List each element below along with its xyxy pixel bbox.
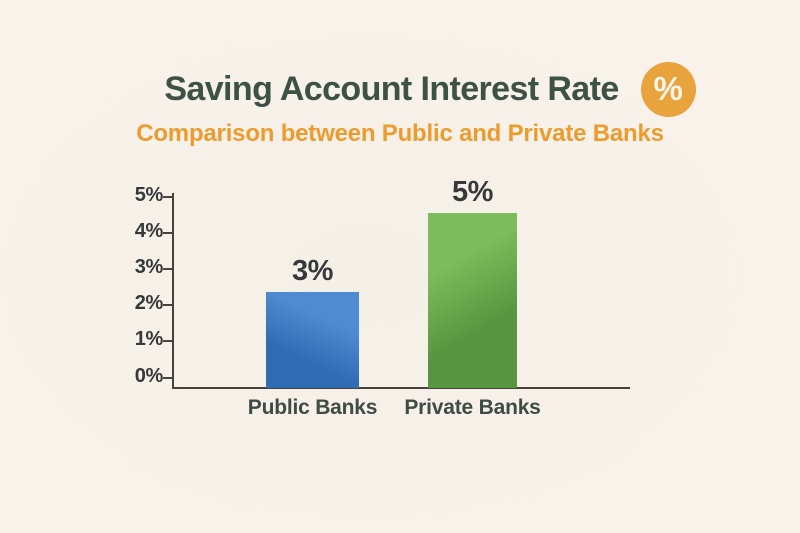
bar-value-label-private-banks: 5% [452, 175, 493, 208]
header: Saving Account Interest Rate % [40, 62, 800, 117]
chart-subtitle: Comparison between Public and Private Ba… [136, 120, 664, 147]
x-axis-line [172, 387, 630, 389]
y-axis-tick [163, 267, 174, 270]
y-axis-line [172, 193, 174, 389]
y-tick-label: 4% [134, 219, 164, 242]
y-axis-tick [163, 340, 174, 343]
y-tick-label: 1% [134, 328, 164, 351]
y-axis-tick [163, 195, 174, 198]
y-axis-tick [163, 231, 174, 234]
y-axis-tick [163, 376, 174, 379]
bar-public-banks [266, 292, 359, 388]
percent-symbol: % [653, 69, 683, 107]
percent-icon: % [640, 62, 696, 117]
page-title: Saving Account Interest Rate [164, 70, 619, 108]
category-label-private-banks: Private Banks [404, 396, 541, 419]
y-tick-label: 5% [134, 183, 164, 206]
category-label-public-banks: Public Banks [247, 396, 378, 419]
y-axis-tick [163, 304, 174, 307]
y-tick-label: 3% [134, 255, 164, 278]
bar-value-label-public-banks: 3% [292, 255, 333, 288]
bar-private-banks [428, 212, 517, 388]
y-tick-label: 0% [134, 364, 164, 387]
y-tick-label: 2% [134, 292, 164, 315]
